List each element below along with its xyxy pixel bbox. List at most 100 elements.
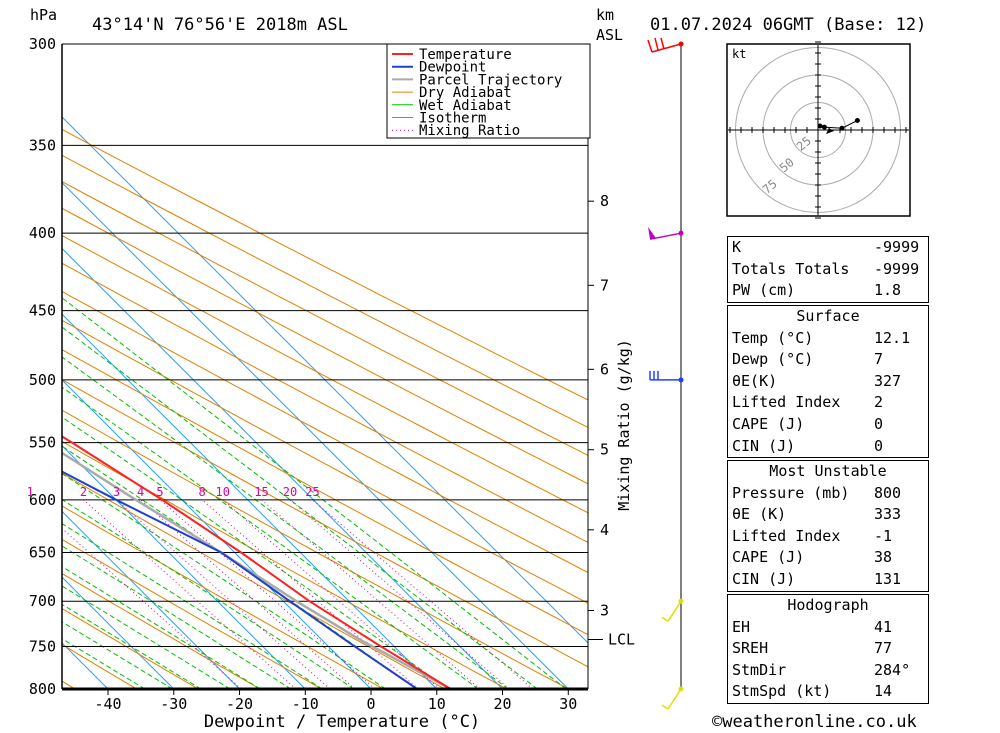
dewpoint-line	[62, 470, 418, 689]
asl-unit-label: ASL	[596, 26, 623, 44]
index-row: CIN (J) 131	[728, 569, 928, 591]
index-value: 12.1	[874, 328, 911, 347]
wind-barb	[647, 37, 684, 53]
km-tick-label: 6	[600, 360, 609, 378]
dry-adiabat-line	[62, 128, 588, 401]
mixing-ratio-axis-label: Mixing Ratio (g/kg)	[615, 339, 633, 511]
wet-adiabat-line	[62, 326, 538, 689]
wet-adiabat-line	[62, 585, 231, 689]
index-label: CAPE (J)	[732, 548, 805, 567]
index-row: Lifted Index 2	[728, 392, 928, 414]
index-label: CAPE (J)	[732, 414, 805, 433]
hodograph-point	[854, 118, 860, 123]
x-tick-label: -10	[292, 695, 319, 713]
wet-adiabat-line	[62, 473, 386, 689]
wind-barb	[661, 598, 684, 622]
index-row: CAPE (J) 38	[728, 547, 928, 569]
legend-label: Isotherm	[419, 111, 486, 127]
pressure-unit-label: hPa	[30, 6, 57, 24]
x-tick-label: 0	[367, 695, 376, 713]
wind-barb-flag	[647, 39, 653, 53]
wind-barb-shaft	[651, 43, 682, 53]
isotherm-line	[62, 313, 438, 689]
index-value: 2	[874, 393, 884, 412]
pressure-tick-label: 600	[29, 491, 56, 509]
mixing-ratio-label: 15	[254, 485, 268, 499]
mixing-ratio-line	[261, 499, 481, 689]
pressure-tick-label: 350	[29, 136, 56, 154]
wind-barb-flag	[661, 704, 669, 710]
wind-barb	[661, 686, 684, 710]
wind-barb	[649, 370, 684, 383]
dry-adiabat-line	[62, 607, 199, 689]
index-value: -1	[874, 526, 893, 545]
isobars: 300 350 400 450 500 550 600 650 700 750 800	[29, 35, 588, 698]
profiles	[62, 435, 452, 689]
index-label: PW (cm)	[732, 281, 796, 300]
hodograph-point	[821, 124, 827, 130]
credit-text: ©weatheronline.co.uk	[712, 712, 917, 732]
index-row: K -9999	[728, 237, 928, 259]
pressure-tick-label: 400	[29, 224, 56, 242]
x-tick-label: 10	[428, 695, 446, 713]
wind-barb-pennant	[648, 227, 656, 240]
mixing-ratio-line	[62, 527, 242, 689]
mixing-ratio-label: 8	[198, 485, 205, 499]
index-label: SREH	[732, 639, 769, 658]
index-value: 0	[874, 414, 884, 433]
index-value: -9999	[874, 259, 920, 278]
x-axis-label: Dewpoint / Temperature (°C)	[204, 712, 480, 732]
km-tick-label: 3	[600, 602, 609, 620]
wet-adiabat-line	[62, 603, 202, 689]
index-value: 0	[874, 436, 884, 455]
pressure-tick-label: 700	[29, 592, 56, 610]
index-row: Dewp (°C) 7	[728, 349, 928, 371]
wind-barb	[648, 227, 684, 240]
km-tick-label: 4	[600, 521, 609, 539]
dry-adiabat-line	[62, 538, 322, 689]
wind-barb-shaft	[667, 688, 682, 710]
index-label: Lifted Index	[732, 526, 841, 545]
index-row: SREH 77	[728, 638, 928, 660]
km-unit-label: km	[596, 6, 614, 24]
mixing-ratio-labels: 1 2 3 4 5 8 10 15 20 25	[27, 485, 320, 499]
datetime-title: 01.07.2024 06GMT (Base: 12)	[650, 15, 926, 35]
x-tick-label: -30	[160, 695, 187, 713]
isotherm-line	[62, 510, 240, 689]
km-tick-label: 7	[600, 276, 609, 294]
index-label: CIN (J)	[732, 569, 796, 588]
x-tick-label: 20	[493, 695, 511, 713]
isotherm-line	[62, 116, 588, 644]
legend-label: Dewpoint	[419, 60, 486, 76]
index-row: Temp (°C) 12.1	[728, 328, 928, 350]
x-tick-label: -40	[94, 695, 121, 713]
pressure-tick-label: 800	[29, 680, 56, 698]
mixing-ratio-label: 2	[80, 485, 87, 499]
mixing-ratio-line	[83, 499, 297, 689]
index-value: 131	[874, 569, 902, 588]
index-value: 800	[874, 483, 902, 502]
index-label: StmDir	[732, 660, 787, 679]
mixing-ratio-label: 4	[137, 485, 144, 499]
legend-label: Dry Adiabat	[419, 85, 512, 101]
storm-motion-arrow	[826, 128, 834, 134]
hodograph-point	[839, 125, 845, 131]
index-section-title: Most Unstable	[769, 462, 887, 480]
index-label: Pressure (mb)	[732, 483, 850, 502]
location-title: 43°14'N 76°56'E 2018m ASL	[92, 15, 348, 35]
pressure-tick-label: 300	[29, 35, 56, 53]
mixing-ratio-label: 25	[305, 485, 319, 499]
index-row: θE (K) 333	[728, 504, 928, 526]
mixing-ratio-line	[116, 499, 331, 689]
index-label: K	[732, 238, 742, 256]
index-row: Pressure (mb) 800	[728, 483, 928, 505]
index-row: Totals Totals -9999	[728, 259, 928, 281]
km-tick-label: 8	[600, 192, 609, 210]
isotherm-line	[62, 182, 569, 689]
wind-barb-flag	[660, 37, 665, 50]
isotherm-line	[62, 445, 306, 689]
pressure-tick-label: 450	[29, 302, 56, 320]
